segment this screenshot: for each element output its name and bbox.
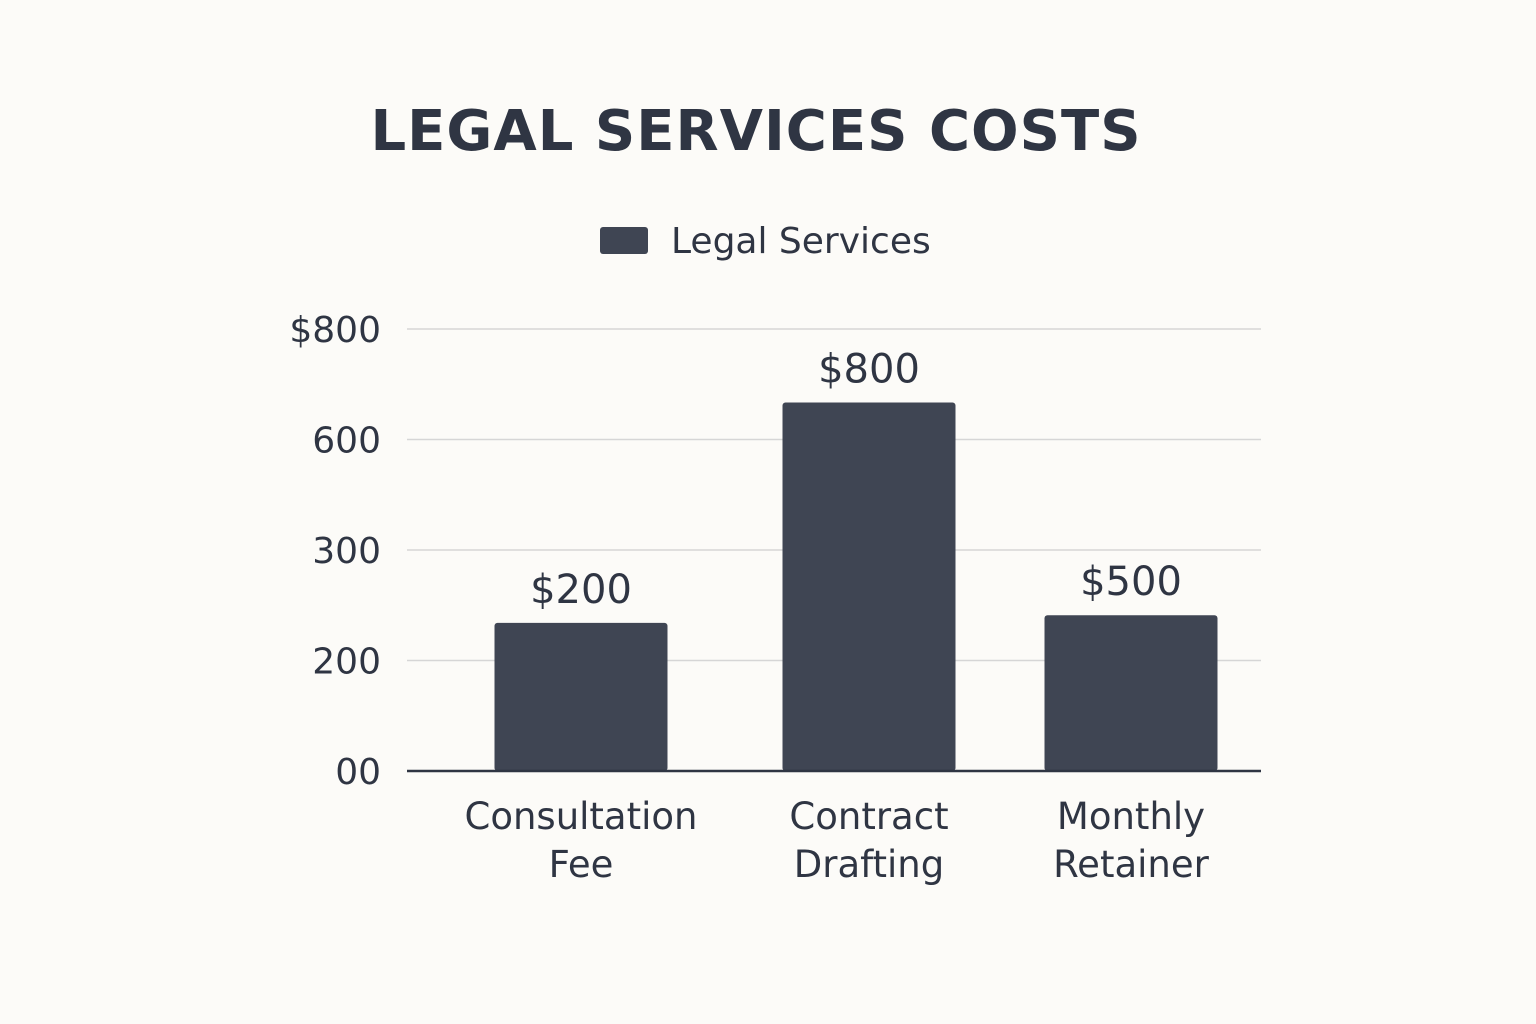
bars: [494, 402, 1218, 771]
x-tick-label: Contract: [789, 795, 948, 838]
y-tick-label: 300: [312, 531, 381, 572]
data-label: $800: [818, 346, 920, 392]
y-tick-label: 00: [335, 752, 381, 793]
legend-label: Legal Services: [671, 221, 931, 262]
x-tick-label: Drafting: [794, 843, 944, 886]
x-tick-label: Retainer: [1053, 843, 1209, 886]
y-tick-label: 600: [312, 421, 381, 462]
data-labels: $200 $800 $500: [530, 346, 1182, 612]
bar: [494, 622, 668, 771]
x-tick-label: Consultation: [465, 795, 698, 838]
bar: [782, 402, 956, 771]
legend: Legal Services: [600, 221, 931, 262]
x-axis-labels: Consultation Fee Contract Drafting Monthly Re…: [465, 795, 1210, 886]
x-tick-label: Fee: [549, 843, 614, 886]
legend-swatch: [600, 227, 648, 254]
bar: [1044, 615, 1218, 771]
x-tick-label: Monthly: [1057, 795, 1205, 838]
y-axis-ticks: $800 600 300 200 00: [289, 310, 381, 793]
y-tick-label: 200: [312, 642, 381, 683]
data-label: $200: [530, 567, 632, 613]
data-label: $500: [1080, 559, 1182, 605]
y-tick-label: $800: [289, 310, 381, 351]
chart-title: LEGAL SERVICES COSTS: [370, 99, 1141, 164]
